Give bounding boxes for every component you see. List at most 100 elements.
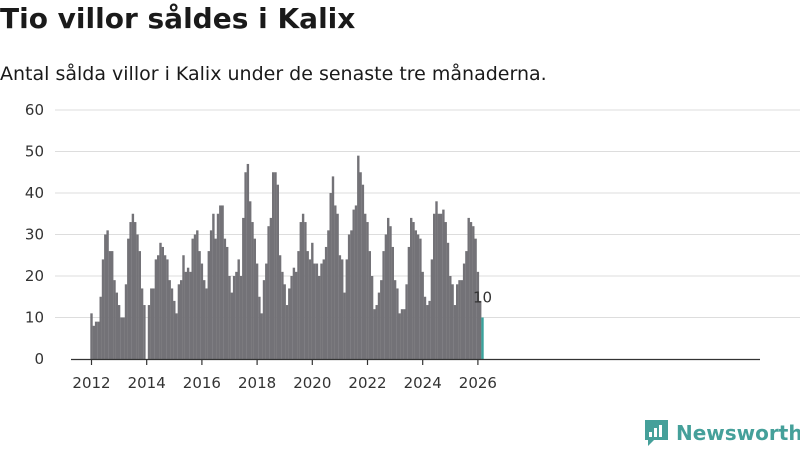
bar-17: [129, 222, 132, 359]
bar-104: [329, 193, 332, 359]
bar-101: [322, 259, 325, 359]
bar-58: [223, 238, 227, 359]
bar-57: [221, 205, 224, 359]
bar-74: [260, 313, 263, 359]
bar-117: [359, 172, 362, 359]
bar-142: [416, 234, 420, 359]
bar-19: [134, 222, 137, 359]
bar-149: [433, 213, 436, 359]
bar-11: [115, 292, 118, 359]
bar-18: [131, 213, 135, 359]
bar-38: [177, 284, 181, 359]
x-tick-label-2016: 2016: [183, 374, 221, 392]
bar-162: [462, 263, 466, 359]
bar-110: [343, 292, 346, 359]
bar-138: [407, 246, 411, 359]
bar-106: [334, 205, 337, 359]
bar-89: [295, 271, 298, 359]
bar-61: [230, 292, 233, 359]
bar-22: [140, 288, 144, 359]
bar-137: [405, 284, 408, 359]
bar-71: [253, 238, 256, 359]
bar-53: [212, 213, 215, 359]
bar-62: [232, 276, 236, 359]
bar-157: [451, 284, 454, 359]
bar-44: [191, 238, 194, 359]
bar-153: [442, 209, 445, 359]
x-tick-label-2024: 2024: [404, 374, 442, 392]
bar-87: [290, 276, 293, 359]
bar-145: [423, 296, 427, 359]
bar-29: [157, 255, 160, 359]
bar-14: [122, 317, 125, 359]
bar-109: [341, 259, 344, 359]
y-tick-label-20: 20: [25, 267, 44, 285]
x-tick-label-2012: 2012: [72, 374, 110, 392]
bar-20: [136, 234, 139, 359]
brand-logo: Newsworthy: [643, 419, 800, 447]
bar-60: [228, 276, 231, 359]
bar-158: [453, 305, 457, 359]
bar-100: [320, 263, 323, 359]
bar-166: [472, 226, 475, 359]
bar-4: [99, 296, 102, 359]
bar-94: [306, 251, 309, 359]
bar-128: [384, 234, 388, 359]
bar-26: [150, 288, 153, 359]
bar-85: [285, 305, 289, 359]
bar-133: [396, 288, 399, 359]
bar-154: [444, 222, 447, 359]
bar-119: [364, 213, 367, 359]
bar-163: [465, 251, 468, 359]
bar-54: [214, 238, 217, 359]
bar-116: [357, 155, 360, 359]
annotations: 10: [473, 289, 492, 307]
bar-77: [267, 226, 270, 359]
bar-51: [207, 251, 210, 359]
bar-6: [104, 234, 107, 359]
bar-33: [166, 259, 169, 359]
bar-115: [354, 205, 358, 359]
bar-63: [235, 271, 238, 359]
bar-7: [106, 230, 109, 359]
bar-34: [168, 280, 171, 359]
bar-10: [113, 280, 116, 359]
bar-1: [92, 325, 95, 359]
bar-36: [173, 300, 176, 359]
last-value-label: 10: [473, 289, 492, 307]
bar-120: [366, 222, 369, 359]
bar-8: [108, 251, 112, 359]
bar-124: [375, 305, 378, 359]
bar-43: [189, 271, 192, 359]
y-axis-ticks: 0 10 20 30 40 50 60: [25, 101, 44, 368]
bar-139: [410, 217, 413, 359]
bar-3: [97, 321, 100, 359]
bar-148: [430, 259, 434, 359]
x-tick-label-2014: 2014: [128, 374, 166, 392]
bar-130: [389, 226, 392, 359]
y-tick-label-40: 40: [25, 184, 44, 202]
bar-160: [458, 280, 461, 359]
bar-123: [373, 309, 376, 359]
bar-112: [347, 234, 351, 359]
bar-55: [216, 213, 220, 359]
bar-122: [370, 276, 374, 359]
bar-134: [398, 313, 401, 359]
bar-129: [387, 217, 390, 359]
bar-169: [479, 300, 482, 359]
bar-91: [299, 222, 302, 359]
bar-103: [327, 230, 330, 359]
bar-15: [124, 284, 128, 359]
bar-114: [352, 209, 355, 359]
bar-72: [255, 263, 259, 359]
bar-150: [435, 201, 438, 359]
bar-164: [467, 217, 470, 359]
bar-108: [338, 255, 342, 359]
bar-5: [101, 259, 105, 359]
bar-151: [437, 213, 440, 359]
bar-47: [198, 251, 201, 359]
bar-42: [186, 267, 190, 359]
bar-69: [249, 201, 252, 359]
x-axis: 2012 2014 2016 2018 2020 2022 2024 2026: [71, 358, 760, 392]
